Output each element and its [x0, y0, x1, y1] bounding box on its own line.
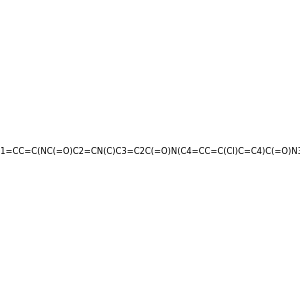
Text: CCOC1=CC=C(NC(=O)C2=CN(C)C3=C2C(=O)N(C4=CC=C(Cl)C=C4)C(=O)N3)C=C1: CCOC1=CC=C(NC(=O)C2=CN(C)C3=C2C(=O)N(C4=…: [0, 147, 300, 156]
